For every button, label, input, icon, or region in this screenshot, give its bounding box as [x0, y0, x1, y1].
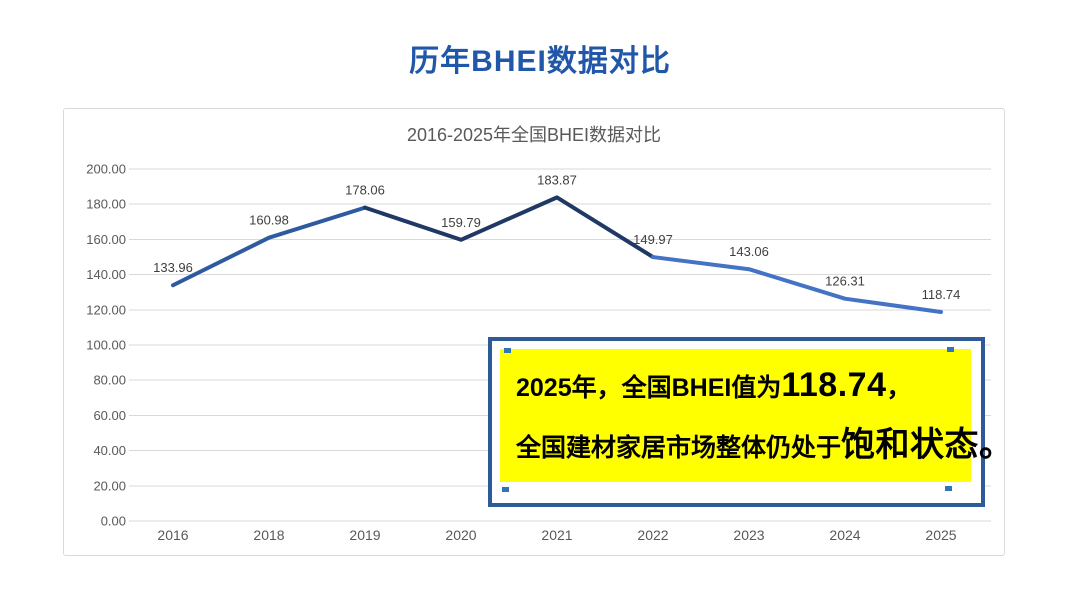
callout-status-emphasis: 饱和状态	[841, 426, 980, 465]
x-axis-tick-label: 2020	[445, 527, 476, 543]
selection-handle-icon	[502, 487, 509, 492]
data-point-label: 126.31	[825, 274, 865, 289]
selection-handle-icon	[945, 486, 952, 491]
y-axis-tick-label: 60.00	[93, 408, 126, 423]
data-point-label: 149.97	[633, 232, 673, 247]
selection-handle-icon	[947, 347, 954, 352]
y-axis-tick-label: 100.00	[86, 338, 126, 353]
x-axis-tick-label: 2022	[637, 527, 668, 543]
data-point-label: 118.74	[922, 287, 961, 302]
callout-line2-prefix: 全国建材家居市场整体仍处于	[516, 434, 842, 463]
line-series-segment	[171, 205, 367, 288]
chart-title: 2016-2025年全国BHEI数据对比	[406, 125, 662, 145]
selection-handle-icon	[504, 348, 511, 353]
y-axis-tick-label: 140.00	[86, 267, 126, 282]
line-series-segment	[363, 195, 655, 260]
y-axis-tick-label: 40.00	[93, 443, 126, 458]
callout-line-2: 全国建材家居市场整体仍处于饱和状态。	[516, 425, 1013, 466]
x-axis-tick-label: 2021	[541, 527, 572, 543]
data-point-label: 160.98	[249, 213, 289, 228]
callout-line2-suffix: 。	[979, 426, 1014, 465]
x-axis-tick-label: 2016	[157, 527, 188, 543]
y-axis-tick-label: 80.00	[93, 373, 126, 388]
callout-line-1: 2025年，全国BHEI值为118.74，	[516, 365, 967, 406]
y-axis-tick-label: 160.00	[86, 232, 126, 247]
y-axis-tick-label: 200.00	[86, 162, 126, 177]
callout-highlight-box: 2025年，全国BHEI值为118.74， 全国建材家居市场整体仍处于饱和状态。	[500, 349, 1013, 482]
x-axis-tick-label: 2024	[829, 527, 860, 543]
x-axis-tick-label: 2018	[253, 527, 284, 543]
y-axis-tick-label: 180.00	[86, 197, 126, 212]
data-point-label: 159.79	[441, 215, 481, 230]
data-point-label: 133.96	[153, 260, 193, 275]
x-axis-tick-label: 2019	[349, 527, 380, 543]
y-axis-tick-label: 0.00	[101, 514, 126, 529]
line-series-segment	[651, 255, 943, 315]
callout-bhei-value: 118.74	[781, 365, 887, 404]
data-point-label: 183.87	[537, 172, 577, 187]
y-axis-tick-label: 120.00	[86, 302, 126, 317]
data-point-label: 178.06	[345, 183, 385, 198]
callout-line1-prefix: 2025年，全国BHEI值为	[516, 373, 782, 402]
callout-line1-suffix: ，	[886, 373, 912, 402]
x-axis-tick-label: 2025	[925, 527, 956, 543]
callout-textbox: 2025年，全国BHEI值为118.74， 全国建材家居市场整体仍处于饱和状态。	[488, 337, 1013, 507]
page-title: 历年BHEI数据对比	[409, 45, 671, 78]
x-axis-tick-label: 2023	[733, 527, 764, 543]
y-axis-tick-label: 20.00	[93, 478, 126, 493]
data-point-label: 143.06	[729, 244, 769, 259]
